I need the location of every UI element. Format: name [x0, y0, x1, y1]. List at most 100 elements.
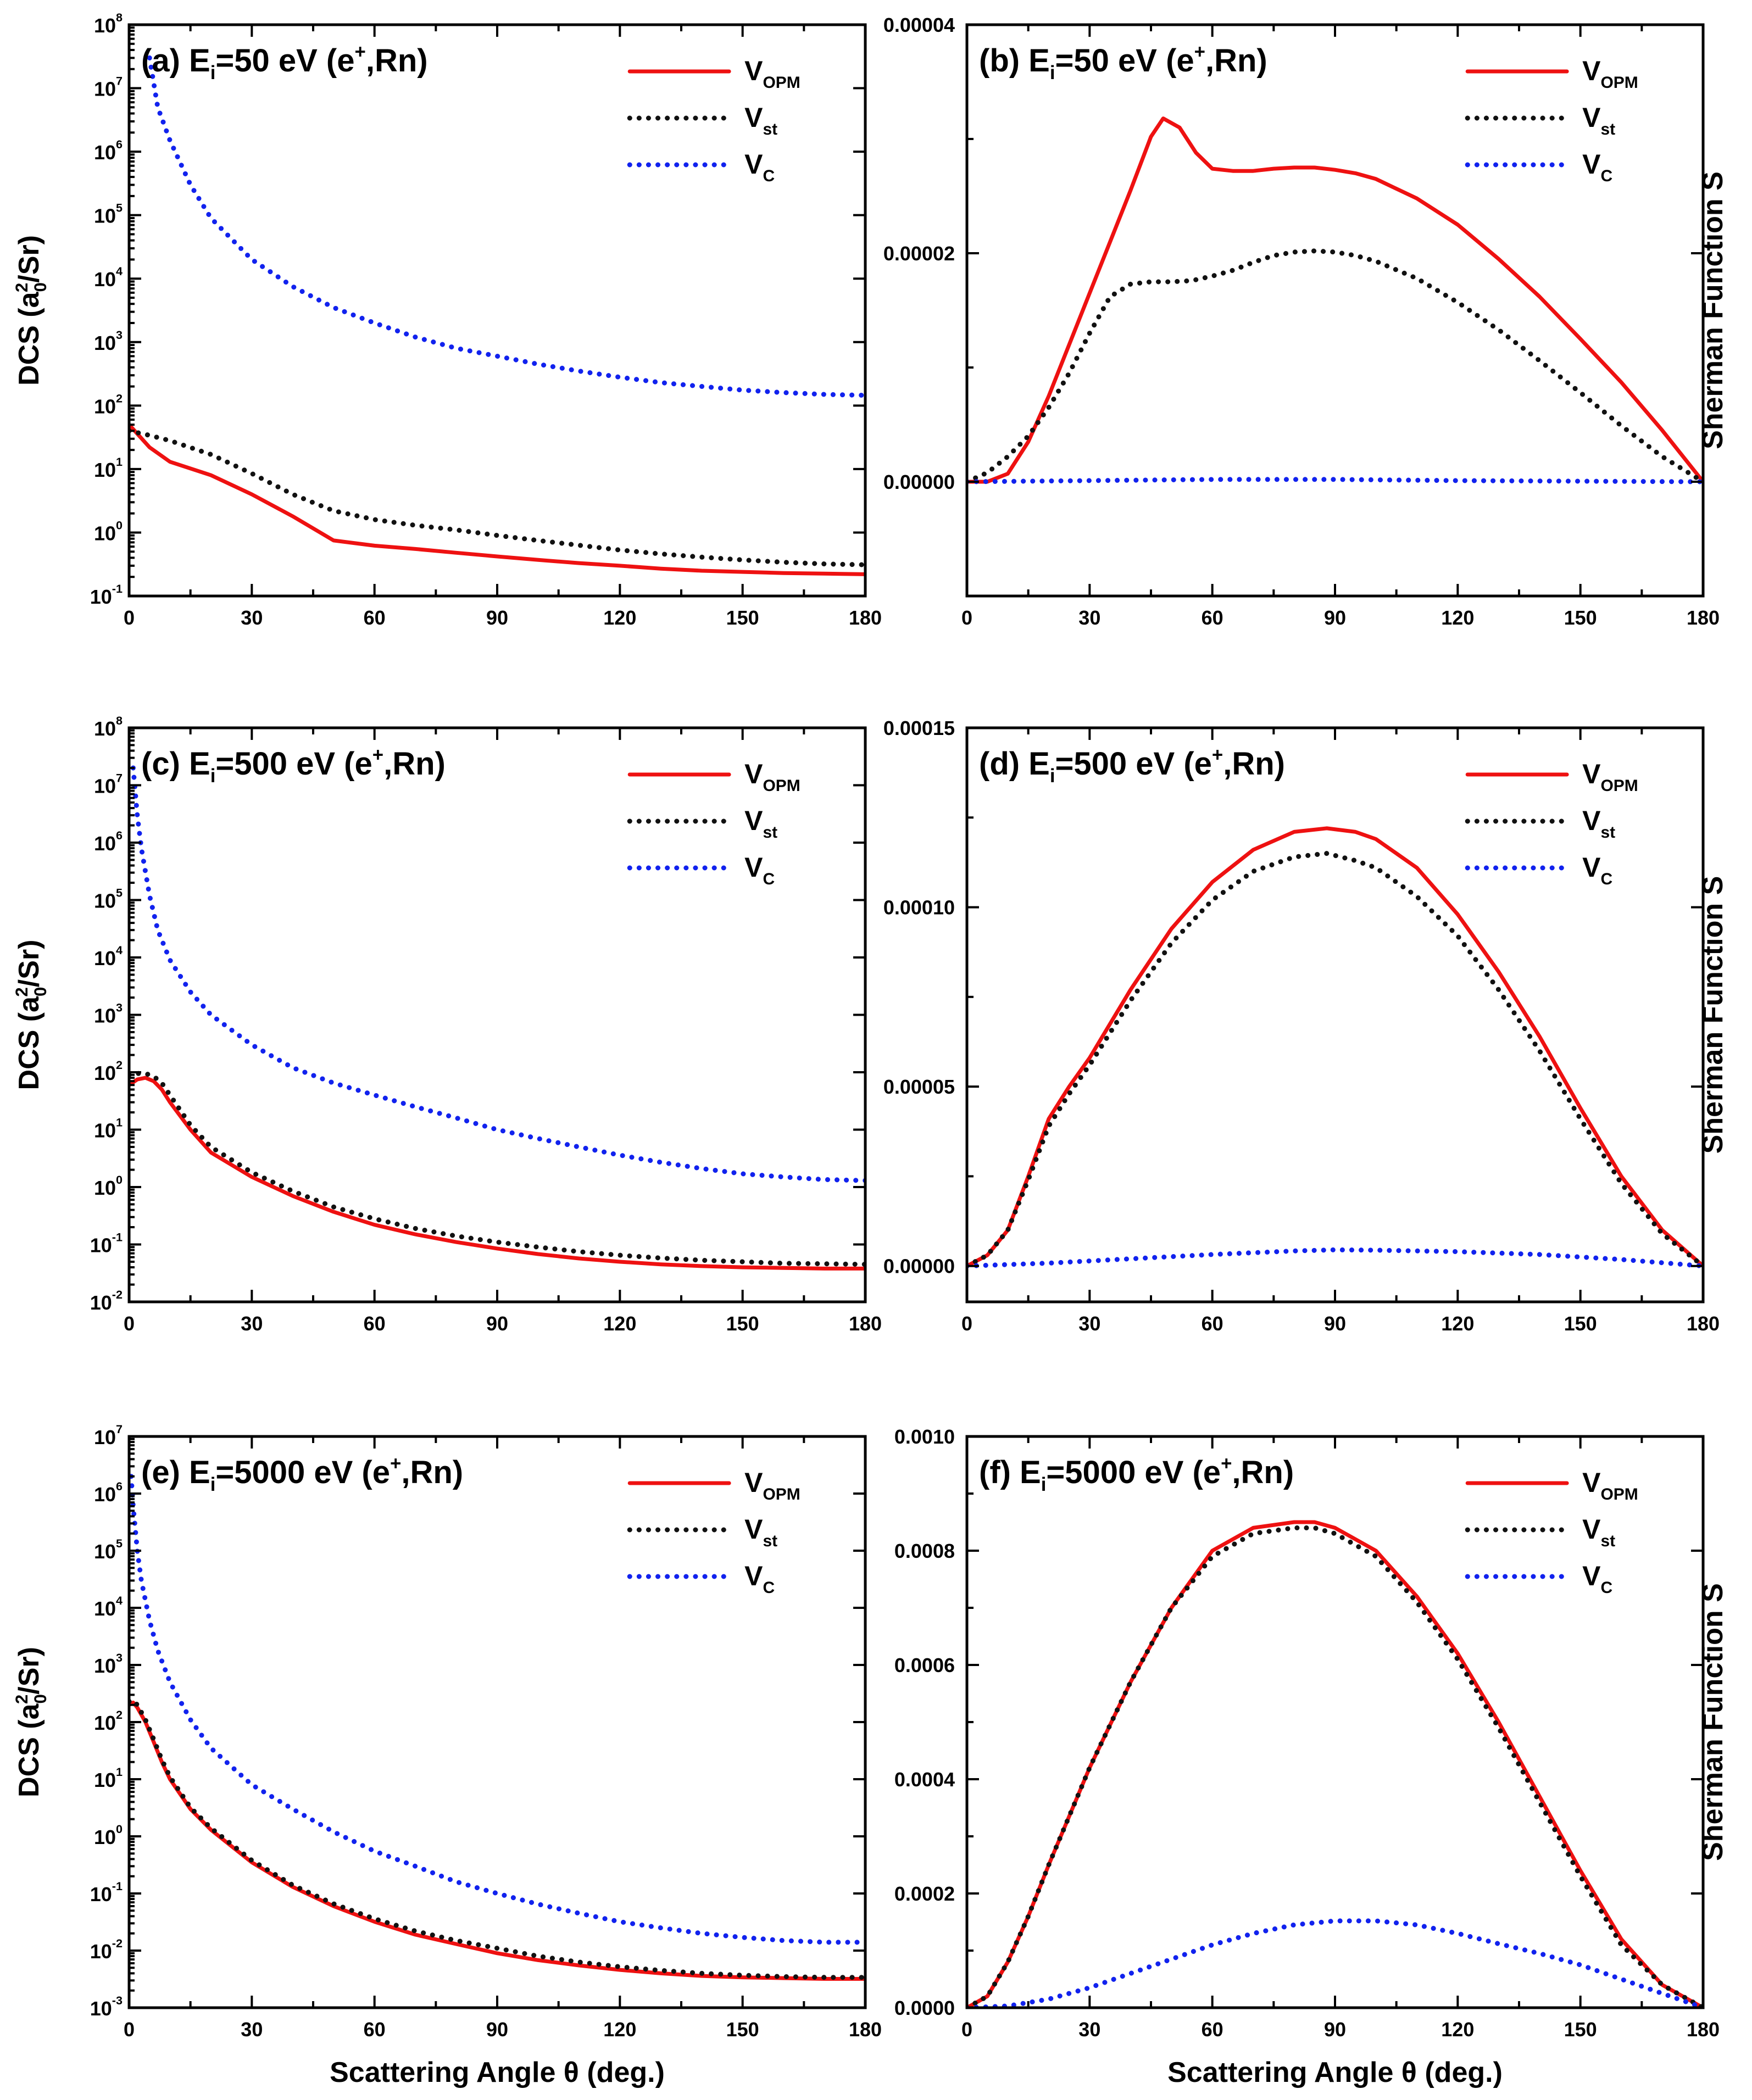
- panel-e-line-c: [129, 1474, 865, 1945]
- panel-b-ytick-label: 0.00002: [883, 242, 955, 265]
- panel-b-ytick-label: 0.00000: [883, 471, 955, 493]
- panel-a-xtick-label: 90: [486, 606, 508, 629]
- panel-c-xtick-label: 60: [364, 1312, 386, 1335]
- panel-e-ytick-label: 10-2: [90, 1936, 123, 1963]
- panel-e-legend-label-c: VC: [744, 1561, 775, 1597]
- panel-f-xtick-label: 90: [1324, 2018, 1346, 2041]
- panel-d-xtick-label: 150: [1564, 1312, 1597, 1335]
- panel-f-legend-label-c: VC: [1582, 1561, 1612, 1597]
- panel-f-xtick-label: 30: [1078, 2018, 1100, 2041]
- panel-f-ytick-label: 0.0010: [894, 1425, 955, 1448]
- panel-e: 0 30 60 90 120 150 180 10-3 10-2 10-1 100 101 102 103…: [12, 1422, 882, 2088]
- panel-f: 0 30 60 90 120 150 180 0.0000 0.0002 0.0004 0.0006…: [894, 1425, 1729, 2088]
- panel-e-xtick-label: 60: [364, 2018, 386, 2041]
- panel-d-xtick-label: 120: [1441, 1312, 1474, 1335]
- panel-e-ytick-label: 103: [94, 1651, 123, 1677]
- panel-b-ytick-label: 0.00004: [883, 14, 955, 36]
- panel-c-ytick-label: 102: [94, 1058, 123, 1084]
- panel-d-series: [967, 826, 1703, 1269]
- panel-c-line-st: [129, 1071, 865, 1267]
- panel-b-line-opm: [967, 116, 1703, 484]
- panel-e-ytick-label: 100: [94, 1822, 123, 1848]
- panel-a-ytick-label: 102: [94, 391, 123, 417]
- panel-d-legend-label-st: Vst: [1582, 805, 1615, 842]
- panel-e-legend-label-opm: VOPM: [744, 1467, 800, 1503]
- panel-c-xtick-label: 120: [603, 1312, 636, 1335]
- panel-c-ytick-label: 108: [94, 714, 123, 740]
- panel-a-ytick-label: 101: [94, 455, 123, 481]
- panel-b-legend-label-st: Vst: [1582, 102, 1615, 138]
- panel-e-xtick-label: 90: [486, 2018, 508, 2041]
- panel-a-line-opm: [129, 422, 865, 576]
- panel-d-xtick-label: 90: [1324, 1312, 1346, 1335]
- panel-e-xtick-label: 150: [726, 2018, 759, 2041]
- panel-b-legend-label-opm: VOPM: [1582, 55, 1638, 92]
- panel-e-xtick-label: 0: [124, 2018, 135, 2041]
- panel-a-line-c: [147, 55, 865, 398]
- panel-a-ylabel: DCS (a02/Sr): [12, 235, 50, 386]
- panel-c-ylabel: DCS (a02/Sr): [12, 940, 50, 1090]
- panel-c-ytick-label: 107: [94, 771, 123, 798]
- panel-f-ytick-label: 0.0004: [894, 1768, 955, 1791]
- panel-d-xtick-label: 180: [1687, 1312, 1720, 1335]
- panel-b-series: [967, 116, 1703, 484]
- panel-f-ytick-label: 0.0008: [894, 1540, 955, 1562]
- panel-f-xtick-label: 120: [1441, 2018, 1474, 2041]
- panel-b-title: (b) Ei=50 eV (e+,Rn): [979, 41, 1267, 83]
- panel-a-ytick-label: 107: [94, 74, 123, 101]
- panel-f-xtick-label: 180: [1687, 2018, 1720, 2041]
- panel-a-ytick-label: 10-1: [90, 582, 123, 608]
- panel-e-series: [129, 1474, 865, 1981]
- panel-f-xlabel: Scattering Angle θ (deg.): [1167, 2057, 1503, 2088]
- panel-a-legend-label-c: VC: [744, 149, 775, 185]
- panel-a-series: [129, 55, 865, 576]
- panel-a-legend-label-opm: VOPM: [744, 55, 800, 92]
- panel-f-xtick-label: 60: [1202, 2018, 1223, 2041]
- panel-a-xtick-label: 120: [603, 606, 636, 629]
- panel-c-xtick-label: 0: [124, 1312, 135, 1335]
- panel-e-xtick-label: 30: [241, 2018, 263, 2041]
- panel-e-line-st: [129, 1698, 865, 1980]
- panel-a-xtick-label: 180: [849, 606, 882, 629]
- panel-b-xtick-label: 90: [1324, 606, 1346, 629]
- panel-c-line-opm: [129, 1076, 865, 1271]
- panel-c-series: [129, 765, 865, 1271]
- panel-d: 0 30 60 90 120 150 180 0.00000 0.00005 0.00010 0.0…: [883, 717, 1729, 1335]
- panel-e-xtick-label: 180: [849, 2018, 882, 2041]
- panel-e-ylabel: DCS (a02/Sr): [12, 1647, 50, 1797]
- panel-a-xtick-label: 60: [364, 606, 386, 629]
- panel-a-ytick-label: 105: [94, 201, 123, 227]
- panel-a-ytick-label: 103: [94, 328, 123, 354]
- panel-b: 0 30 60 90 120 150 180 0.00000 0.00002 0.00004 She…: [883, 14, 1729, 629]
- panel-d-legend-label-opm: VOPM: [1582, 759, 1638, 795]
- panel-c-legend-label-c: VC: [744, 852, 775, 888]
- panel-f-ylabel: Sherman Function S: [1697, 1583, 1729, 1861]
- panel-b-xtick-label: 180: [1687, 606, 1720, 629]
- panel-c-ytick-label: 103: [94, 1001, 123, 1027]
- panel-d-xtick-label: 0: [961, 1312, 972, 1335]
- panel-f-xtick-label: 0: [961, 2018, 972, 2041]
- panel-a: 0 30 60 90 120 150 180 10-1 100 101 102 103 104 105 10…: [12, 10, 882, 629]
- panel-a-title: (a) Ei=50 eV (e+,Rn): [141, 41, 428, 83]
- panel-e-xlabel: Scattering Angle θ (deg.): [330, 2057, 665, 2088]
- panel-c-line-c: [130, 765, 865, 1183]
- panel-b-xtick-label: 120: [1441, 606, 1474, 629]
- panel-e-ytick-label: 101: [94, 1765, 123, 1791]
- panel-e-title: (e) Ei=5000 eV (e+,Rn): [141, 1453, 463, 1495]
- panel-c-ytick-label: 10-1: [90, 1230, 123, 1257]
- panel-a-xtick-label: 30: [241, 606, 263, 629]
- panel-d-line-st: [967, 851, 1703, 1269]
- panel-b-xtick-label: 0: [961, 606, 972, 629]
- panel-c-legend-label-st: Vst: [744, 805, 777, 842]
- panel-e-ytick-label: 10-3: [90, 1993, 123, 2020]
- panel-e-ytick-label: 104: [94, 1594, 123, 1620]
- panel-b-legend-label-c: VC: [1582, 149, 1612, 185]
- panel-c: 0 30 60 90 120 150 180 10-2 10-1 100 101 102 103 104 1…: [12, 714, 882, 1335]
- panel-f-title: (f) Ei=5000 eV (e+,Rn): [979, 1453, 1294, 1495]
- panel-e-line-opm: [129, 1700, 865, 1981]
- panel-b-xtick-label: 30: [1078, 606, 1100, 629]
- panel-c-ytick-label: 105: [94, 886, 123, 912]
- panel-c-ytick-label: 106: [94, 828, 123, 855]
- panel-a-ytick-label: 108: [94, 10, 123, 37]
